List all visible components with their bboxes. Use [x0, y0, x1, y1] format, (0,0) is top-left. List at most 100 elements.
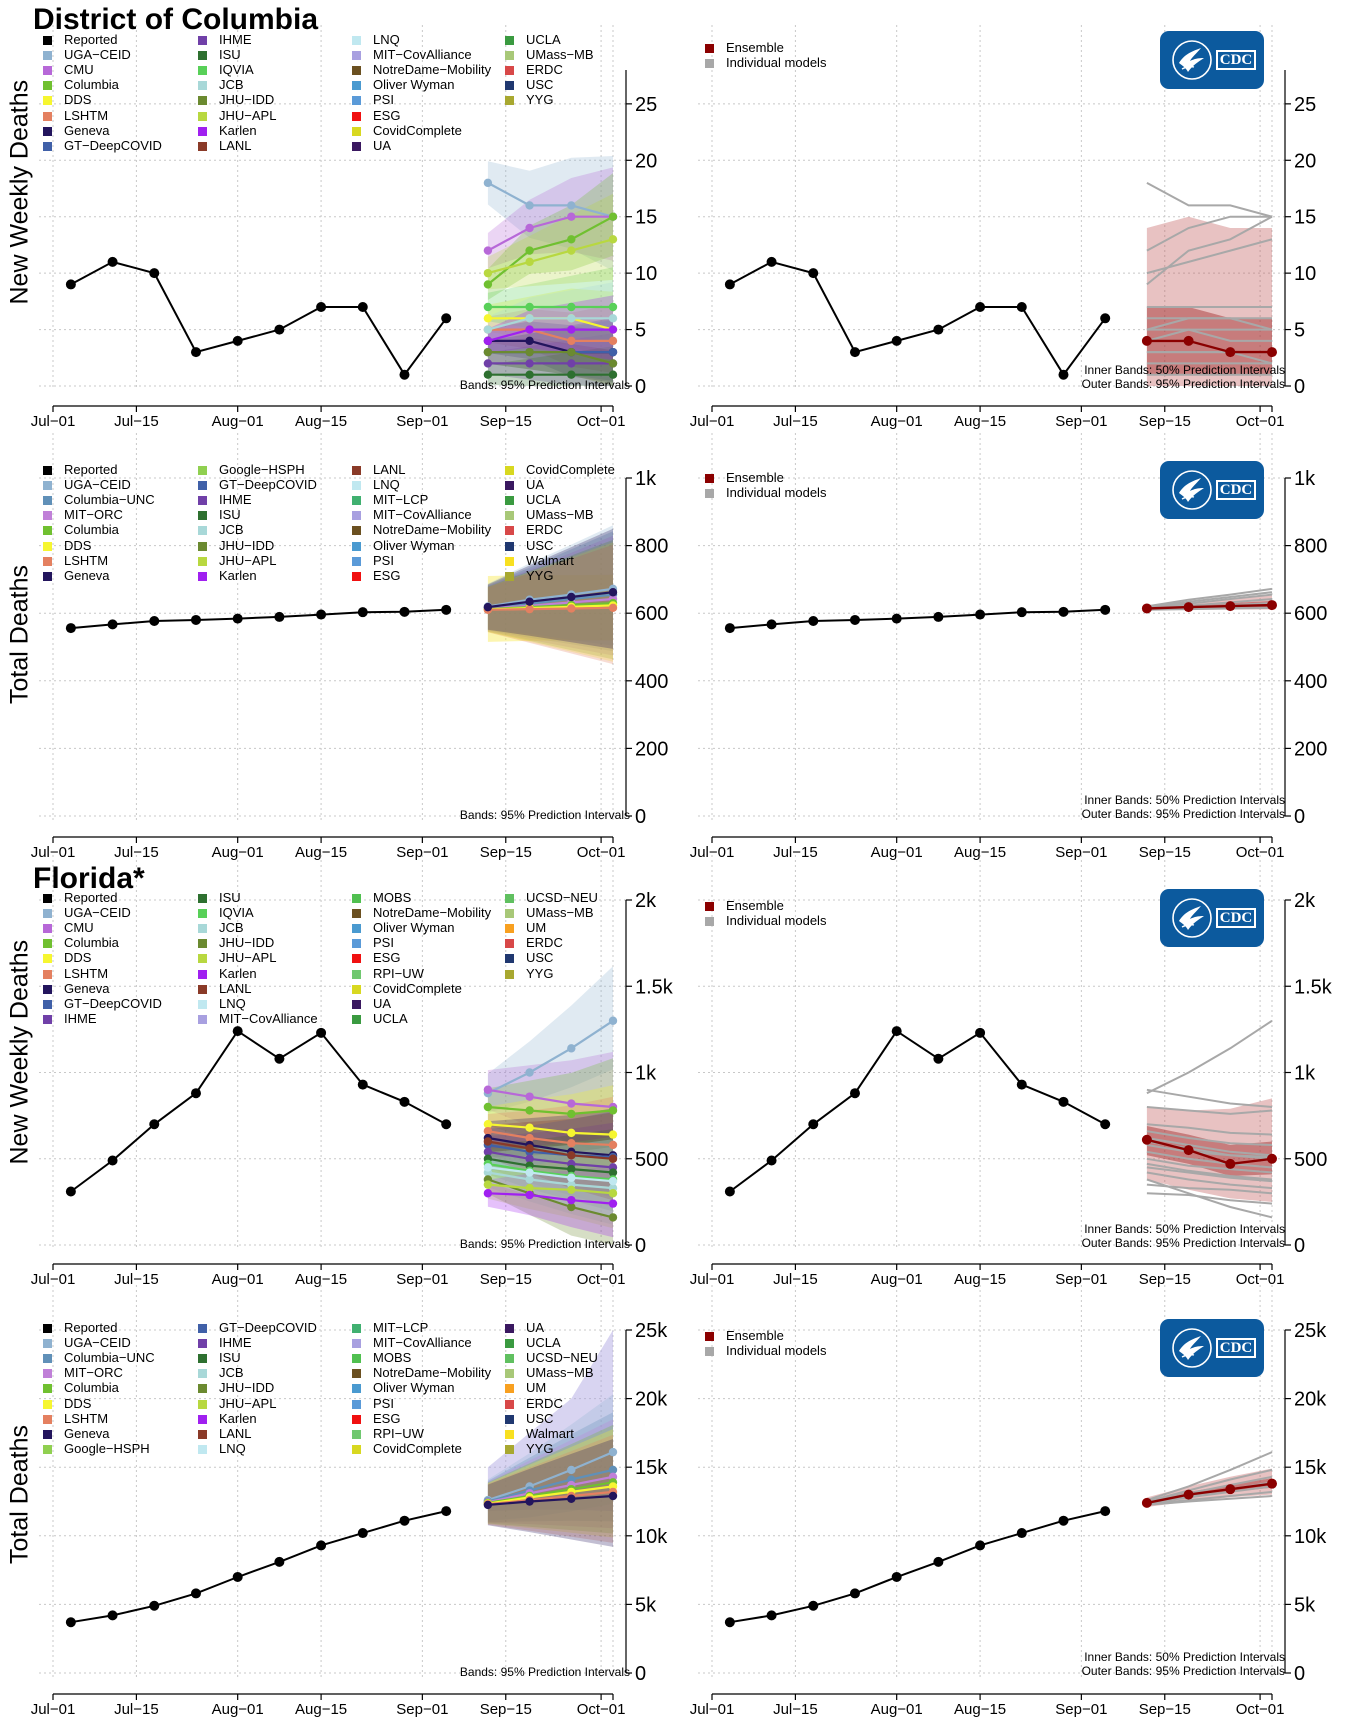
x-tick-label: Aug−15	[954, 413, 1006, 430]
model-point	[567, 302, 576, 312]
model-point	[567, 370, 576, 379]
legend-label: NotreDame−Mobility	[373, 522, 492, 538]
model-point	[608, 1168, 618, 1177]
legend-label: Karlen	[219, 567, 257, 583]
legend-item-isu: ISU	[198, 1350, 241, 1365]
legend-label: USC	[526, 537, 554, 553]
reported-point	[808, 268, 819, 279]
individual-model-line	[1146, 351, 1273, 365]
reported-point	[274, 1053, 285, 1064]
panel-r1-ensemble: 0 5 10 15 20 25 Jul−01 Jul−15 Aug−01 Aug−15 Sep−01…	[690, 25, 1316, 430]
model-point	[608, 1154, 618, 1163]
reported-point	[975, 302, 986, 312]
legend-item-uga-ceid: UGA−CEID	[43, 47, 131, 62]
model-band	[487, 318, 613, 383]
legend-item-gt-deepcovid: GT−DeepCOVID	[43, 138, 162, 153]
reported-line	[70, 1510, 447, 1624]
y-tick-label: 10k	[635, 1526, 668, 1548]
legend-label: YYG	[526, 1440, 554, 1456]
legend-label: PSI	[373, 552, 394, 568]
x-tick-label: Sep−15	[1139, 844, 1191, 861]
legend-label: LSHTM	[64, 107, 109, 123]
legend-label: IHME	[64, 1010, 97, 1026]
legend-swatch	[505, 1384, 514, 1394]
x-tick-label: Jul−15	[773, 1271, 818, 1288]
y-tick-label: 200	[1294, 738, 1327, 760]
individual-model-line	[1146, 1162, 1273, 1181]
legend-label: MIT−LCP	[373, 492, 429, 508]
panel-r2-ensemble: 0 200 400 600 800 1k Jul−01 Jul−15 Aug−01 Aug−15 S…	[690, 433, 1327, 861]
legend-label: JCB	[219, 522, 244, 538]
reported-line	[729, 1029, 1106, 1193]
legend-label: NotreDame−Mobility	[373, 62, 492, 78]
reported-point	[107, 1610, 118, 1621]
legend-swatch	[352, 571, 361, 581]
legend-item-columbia-unc: Columbia−UNC	[43, 1350, 155, 1365]
legend-swatch	[198, 556, 207, 566]
model-point	[608, 1176, 618, 1186]
reported-point	[316, 1027, 327, 1038]
legend-label: IQVIA	[219, 62, 254, 78]
ensemble-point	[1267, 1153, 1277, 1164]
legend-item-oliver-wyman: Oliver Wyman	[352, 920, 455, 935]
x-tick-label: Oct−01	[1236, 844, 1285, 861]
model-point	[483, 268, 493, 278]
model-point	[567, 201, 576, 210]
legend-item-ihme: IHME	[198, 1335, 252, 1350]
legend-swatch	[198, 1414, 207, 1424]
legend-swatch	[43, 511, 52, 521]
model-point	[567, 604, 576, 613]
legend-label: ERDC	[526, 62, 563, 78]
legend-swatch	[505, 81, 514, 91]
reported-point	[1016, 1079, 1027, 1090]
model-point	[567, 347, 576, 357]
model-point	[525, 223, 534, 233]
legend-item-jcb: JCB	[198, 920, 244, 935]
model-line	[487, 1088, 614, 1109]
model-point	[608, 235, 618, 244]
legend-item-usc: USC	[505, 77, 553, 92]
model-line	[487, 181, 614, 218]
x-tick-label: Oct−01	[577, 413, 626, 430]
legend-label: MIT−CovAlliance	[373, 507, 472, 523]
model-point	[567, 314, 576, 323]
model-band	[487, 167, 613, 269]
legend-item-jhu-idd: JHU−IDD	[198, 935, 274, 950]
legend-label: MIT−ORC	[64, 1365, 123, 1381]
reported-point	[274, 1556, 285, 1567]
x-tick-label: Jul−01	[690, 1701, 735, 1718]
x-tick-label: Sep−15	[480, 413, 532, 430]
legend-label: YYG	[526, 965, 554, 981]
y-tick-label: 200	[635, 738, 668, 760]
y-tick-label: 0	[1294, 1235, 1305, 1257]
model-band	[487, 295, 613, 360]
legend-label: Reported	[64, 890, 118, 905]
y-tick-label: 5k	[1294, 1594, 1316, 1616]
reported-point	[357, 1528, 368, 1539]
legend-item-ensemble: Ensemble	[705, 40, 784, 55]
legend-label: MOBS	[373, 890, 412, 905]
legend-label: PSI	[373, 935, 394, 951]
model-point	[525, 1144, 534, 1153]
legend-item-lshtm: LSHTM	[43, 553, 108, 568]
legend-item-jhu-idd: JHU−IDD	[198, 538, 274, 553]
legend-swatch	[43, 81, 52, 91]
legend-swatch	[198, 1444, 207, 1454]
x-tick-label: Aug−01	[871, 1271, 923, 1288]
legend-item-columbia-unc: Columbia−UNC	[43, 492, 155, 507]
legend-label: GT−DeepCOVID	[64, 995, 162, 1011]
reported-line	[70, 1029, 447, 1193]
reported-point	[975, 1540, 986, 1551]
hhs-eagle-icon	[1172, 470, 1212, 510]
model-point	[525, 1497, 534, 1506]
legend-label: Geneva	[64, 980, 110, 996]
legend-label: UCLA	[526, 32, 561, 47]
model-point	[525, 1123, 534, 1132]
legend-label: JHU−APL	[219, 107, 277, 123]
legend-swatch	[505, 1354, 514, 1364]
legend-swatch	[352, 96, 361, 106]
model-line	[487, 1150, 614, 1169]
legend-label: UGA−CEID	[64, 1335, 131, 1351]
model-point	[483, 1085, 493, 1094]
